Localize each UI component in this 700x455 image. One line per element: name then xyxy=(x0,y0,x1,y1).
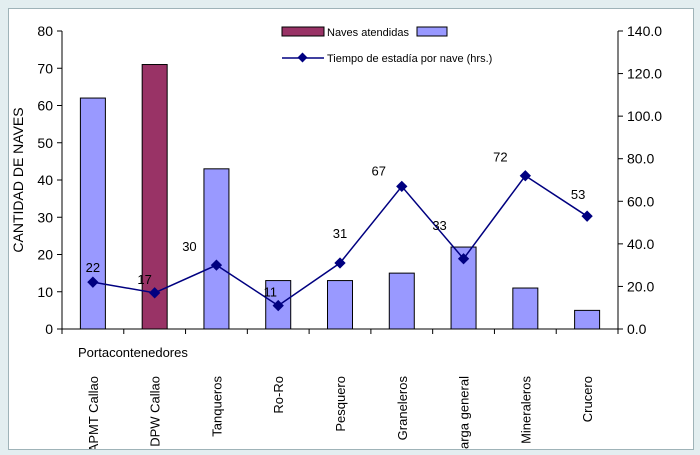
line-point xyxy=(272,299,284,312)
data-label: 33 xyxy=(432,218,446,233)
data-label: 11 xyxy=(263,285,277,300)
data-label: 30 xyxy=(182,239,196,254)
legend-label-line: Tiempo de estadía por nave (hrs.) xyxy=(327,53,492,65)
legend-swatch-bar-dpw xyxy=(281,26,325,37)
x-tick-label: Tanqueros xyxy=(209,376,224,437)
y-tick-label-left: 50 xyxy=(37,135,53,151)
y-tick-label-right: 20.0 xyxy=(627,278,654,294)
y-tick-label-left: 20 xyxy=(37,247,53,263)
y-tick-label-left: 30 xyxy=(37,209,53,225)
legend-swatch-marker xyxy=(297,52,308,63)
bar xyxy=(327,280,353,330)
y-tick-label-left: 0 xyxy=(45,321,53,337)
line-point xyxy=(334,257,346,269)
bar xyxy=(203,168,230,330)
line-point xyxy=(396,180,408,193)
y-tick-label-right: 100.0 xyxy=(627,108,662,124)
line-point xyxy=(519,170,531,182)
y-tick-label-right: 80.0 xyxy=(627,151,654,167)
data-label: 17 xyxy=(137,272,151,287)
y-tick-label-left: 70 xyxy=(37,60,53,76)
x-tick-label: APMT Callao xyxy=(86,376,101,449)
data-label: 53 xyxy=(571,187,585,202)
data-label: 31 xyxy=(333,226,347,241)
line-point xyxy=(149,287,161,299)
x-tick-label: Crucero xyxy=(580,376,595,422)
y-tick-label-left: 40 xyxy=(37,172,53,188)
x-tick-label: Graneleros xyxy=(395,376,410,441)
y-tick-label-right: 60.0 xyxy=(627,193,654,209)
line-point xyxy=(581,210,593,222)
chart: 0 10 20 30 40 50 60 70 80 0.0 20.0 40.0 60.0 80.0 100.… xyxy=(10,23,662,449)
bar xyxy=(141,64,168,330)
y-tick-label-right: 120.0 xyxy=(627,66,662,82)
x-tick-label: Ro-Ro xyxy=(271,376,286,414)
x-tick-label: Pesquero xyxy=(333,376,348,432)
x-tick-label: Mineraleros xyxy=(518,376,533,444)
y-tick-label-right: 140.0 xyxy=(627,23,662,39)
y-tick-label-left: 60 xyxy=(37,98,53,114)
data-label: 22 xyxy=(86,260,100,275)
y-tick-label-left: 80 xyxy=(37,23,53,39)
line-point xyxy=(210,259,223,271)
x-tick-label: Carga general xyxy=(457,376,472,449)
y-tick-label-right: 40.0 xyxy=(627,236,654,252)
bar xyxy=(388,272,415,330)
data-label: 67 xyxy=(372,163,386,178)
legend-swatch-bar xyxy=(416,26,448,37)
bar xyxy=(574,309,601,330)
chart-frame: 0 10 20 30 40 50 60 70 80 0.0 20.0 40.0 60.0 80.0 100.… xyxy=(8,8,694,450)
y-axis-title: CANTIDAD DE NAVES xyxy=(10,107,26,252)
group-label: Portacontenedores xyxy=(78,345,188,360)
y-tick-label-left: 10 xyxy=(37,284,53,300)
y-tick-label-right: 0.0 xyxy=(627,321,647,337)
bar xyxy=(79,97,106,330)
data-label: 72 xyxy=(493,150,507,165)
bar xyxy=(512,287,539,330)
line-point xyxy=(457,253,470,265)
legend-label-bars: Naves atendidas xyxy=(327,27,409,39)
x-tick-label: DPW Callao xyxy=(148,376,163,447)
